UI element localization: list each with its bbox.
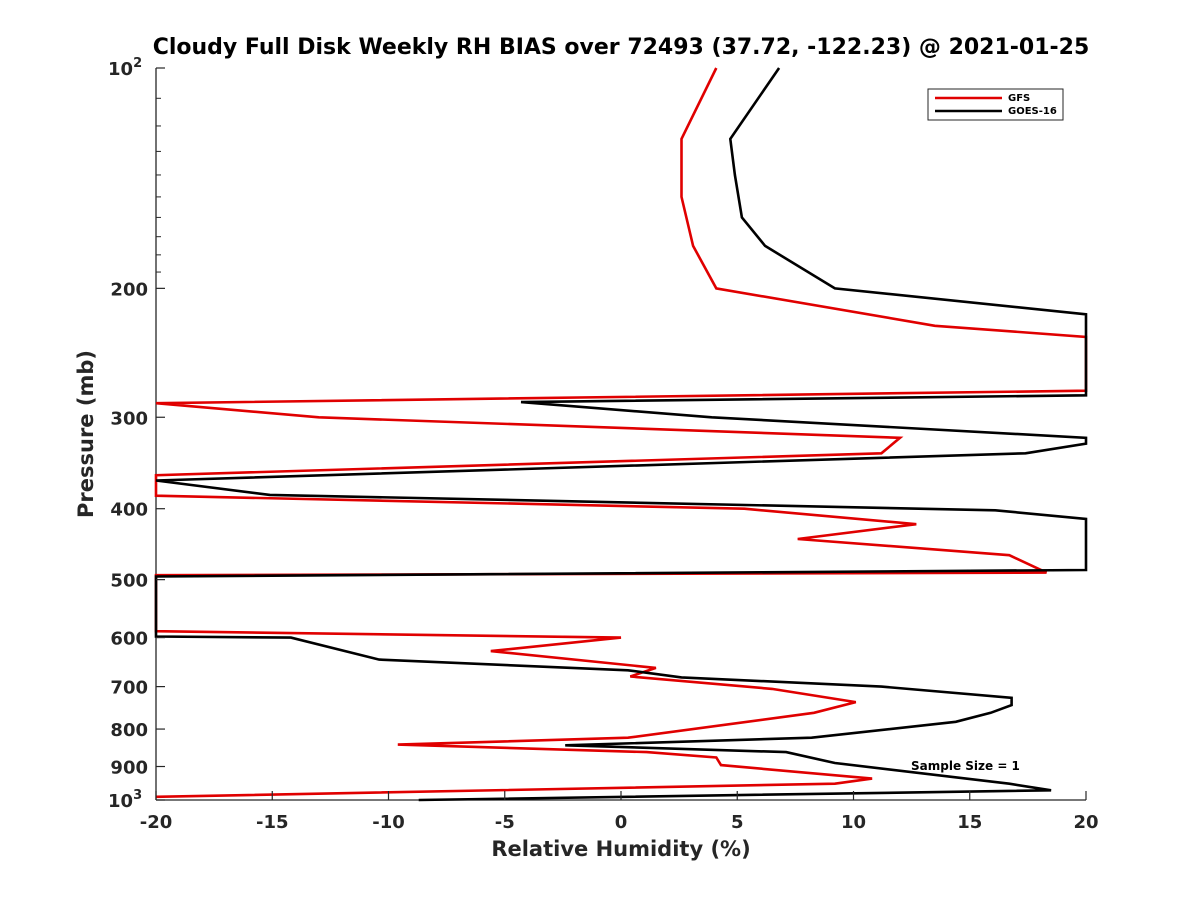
- x-tick-label: 10: [841, 812, 866, 833]
- y-axis-label: Pressure (mb): [74, 350, 98, 518]
- y-tick-label: 900: [110, 758, 148, 779]
- y-tick-label: 600: [110, 629, 148, 650]
- sample-size-annotation: Sample Size = 1: [911, 759, 1020, 773]
- x-tick-label: 15: [957, 812, 982, 833]
- x-tick-label: -10: [372, 812, 405, 833]
- y-tick-label: 800: [110, 720, 148, 741]
- legend-label-goes16: GOES-16: [1008, 106, 1057, 117]
- series-line-goes16: [154, 67, 1088, 802]
- x-ticks: -20 -15 -10 -5 0 5 10 15 20: [140, 791, 1099, 833]
- y-ticks: 102 200 300 400 500 600 700 800 900 103: [108, 56, 165, 812]
- y-tick-label: 700: [110, 678, 148, 699]
- legend: GFS GOES-16: [927, 88, 1064, 121]
- y-tick-label: 300: [110, 408, 148, 429]
- series-layer: [154, 67, 1088, 802]
- y-tick-label: 200: [110, 279, 148, 300]
- x-tick-label: 0: [615, 812, 628, 833]
- y-tick-label: 103: [108, 788, 142, 812]
- y-tick-label: 400: [110, 500, 148, 521]
- x-tick-label: 5: [731, 812, 744, 833]
- x-tick-label: 20: [1073, 812, 1098, 833]
- y-tick-label: 500: [110, 571, 148, 592]
- x-tick-label: -20: [140, 812, 173, 833]
- legend-box: [927, 88, 1064, 121]
- x-tick-label: -15: [256, 812, 289, 833]
- y-tick-label: 102: [108, 56, 142, 80]
- series-line-gfs: [154, 67, 1088, 799]
- x-axis-label: Relative Humidity (%): [491, 837, 750, 861]
- x-tick-label: -5: [495, 812, 515, 833]
- chart-title: Cloudy Full Disk Weekly RH BIAS over 724…: [153, 35, 1090, 60]
- plot-area: [155, 68, 1086, 801]
- legend-label-gfs: GFS: [1008, 93, 1030, 104]
